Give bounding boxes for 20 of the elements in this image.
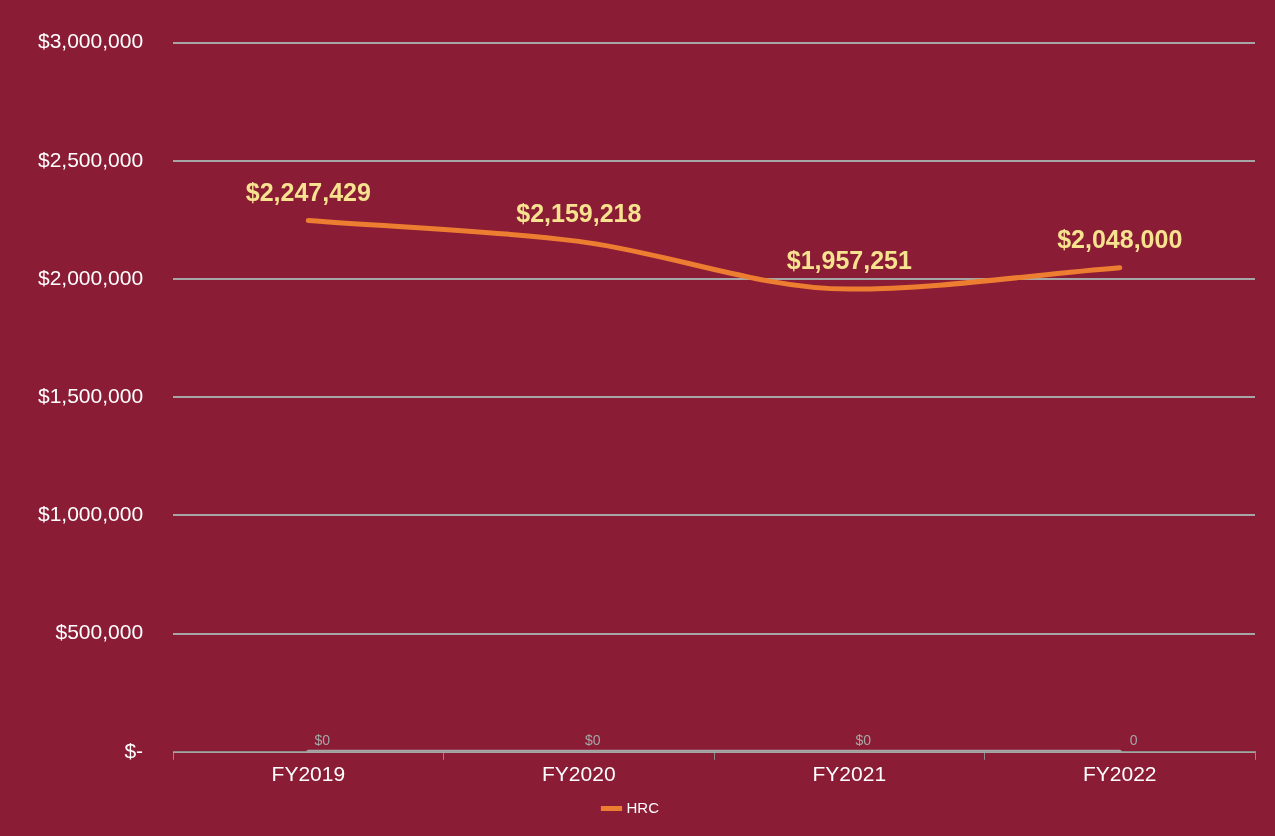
y-tick-label: $2,500,000 <box>37 147 144 171</box>
x-tick-label: FY2019 <box>271 762 346 786</box>
x-tick-label: FY2020 <box>542 762 616 786</box>
x-tick-label: FY2022 <box>1082 762 1157 786</box>
data-label: $0 <box>585 731 601 748</box>
y-tick-label: $1,500,000 <box>37 384 144 407</box>
data-label: $2,048,000 <box>1057 225 1183 254</box>
data-label: $2,159,218 <box>516 198 642 227</box>
data-label: $0 <box>314 731 331 748</box>
y-tick-label: $- <box>124 738 144 762</box>
y-tick-label: $500,000 <box>55 620 144 644</box>
y-tick-label: $2,000,000 <box>37 265 144 289</box>
data-label: $1,957,251 <box>786 246 912 275</box>
x-tick-label: FY2021 <box>812 762 887 786</box>
data-label: 0 <box>1129 731 1138 748</box>
y-tick-label: $1,000,000 <box>37 502 144 526</box>
y-tick-label: $3,000,000 <box>37 29 144 53</box>
data-label: $0 <box>855 731 872 748</box>
data-label: $2,247,429 <box>245 177 371 206</box>
legend-label: HRC <box>626 798 660 816</box>
